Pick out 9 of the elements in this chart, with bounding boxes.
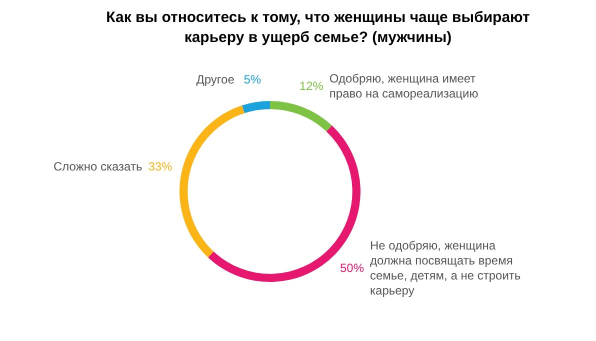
slice-label: Не одобряю, женщина должна посвящать время семье, детям, а не строить карьеру (370, 238, 521, 298)
slice-label: Сложно сказать (53, 159, 142, 174)
chart-title: Как вы относитесь к тому, что женщины чаще выбирают карьеру в ущерб семье? (мужчины) (105, 8, 531, 48)
slice-label: Другое (196, 72, 235, 87)
data-label: 12% (299, 79, 324, 94)
data-label: 5% (244, 72, 262, 87)
data-label: 33% (148, 159, 173, 174)
slice-label: Одобряю, женщина имеет право на самореализацию (329, 72, 478, 101)
data-label: 50% (340, 260, 364, 275)
